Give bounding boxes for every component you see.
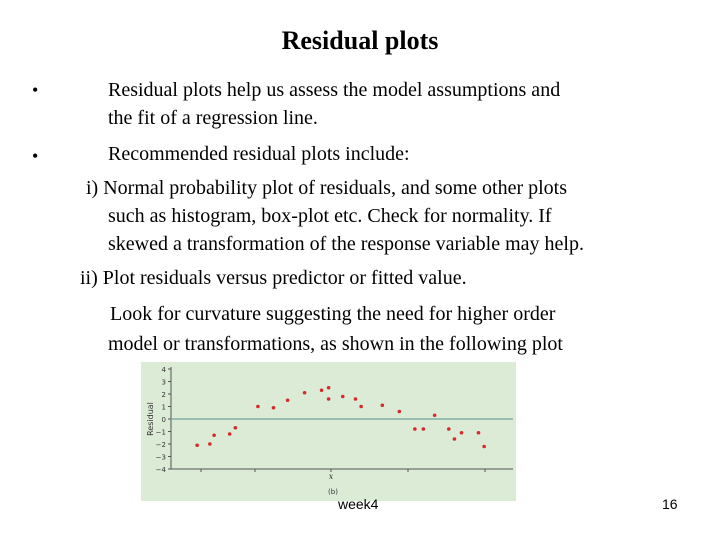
bullet-marker: •	[32, 80, 39, 100]
body-line: ii) Plot residuals versus predictor or f…	[80, 267, 467, 289]
data-point	[380, 403, 385, 408]
data-point	[482, 444, 486, 449]
body-line: such as histogram, box-plot etc. Check f…	[108, 205, 552, 227]
slide-title: Residual plots	[281, 26, 439, 55]
residual-scatter-plot: 4 3 2 1 0 −1 −2 −3 −4 Residual x (b)	[146, 366, 513, 496]
data-point	[476, 430, 481, 435]
data-point	[459, 430, 464, 435]
data-point	[452, 437, 457, 441]
data-point	[208, 442, 212, 446]
body-line: model or transformations, as shown in th…	[108, 333, 563, 355]
data-point	[397, 409, 402, 414]
data-point	[326, 385, 331, 390]
data-point	[432, 413, 437, 418]
data-point	[271, 405, 276, 410]
body-line: Residual plots help us assess the model …	[108, 79, 561, 101]
residual-plot-figure: 4 3 2 1 0 −1 −2 −3 −4 Residual x (b)	[141, 362, 516, 501]
data-point	[302, 390, 307, 395]
y-axis-label: Residual	[146, 402, 155, 436]
y-tick-label: 2	[162, 391, 166, 399]
page-number: 16	[662, 496, 678, 512]
y-tick-label: −3	[156, 454, 166, 462]
body-line: i) Normal probability plot of residuals,…	[86, 177, 568, 199]
data-point	[233, 425, 238, 430]
data-point	[413, 427, 417, 431]
x-axis-label: x	[329, 472, 334, 481]
data-point	[340, 394, 345, 399]
body-line: Look for curvature suggesting the need f…	[110, 303, 556, 325]
data-point	[359, 404, 363, 409]
data-point	[446, 427, 451, 431]
y-tick-label: −4	[156, 466, 167, 474]
data-point	[319, 388, 324, 393]
data-point	[353, 397, 358, 401]
body-line: Recommended residual plots include:	[108, 143, 410, 165]
body-line: the fit of a regression line.	[108, 107, 318, 129]
data-point	[256, 404, 260, 409]
data-point	[227, 432, 232, 436]
body-line: skewed a transformation of the response …	[108, 233, 584, 255]
y-tick-label: 0	[162, 416, 166, 424]
y-tick-label: 3	[162, 379, 166, 387]
y-tick-label: 1	[162, 404, 166, 412]
data-point	[195, 443, 199, 448]
y-tick-label: 4	[162, 366, 167, 374]
data-point	[421, 427, 426, 431]
bullet-marker: •	[32, 146, 39, 166]
data-point	[285, 398, 290, 403]
y-tick-label: −1	[156, 429, 166, 437]
data-point	[326, 397, 331, 401]
footer-label: week4	[338, 496, 379, 512]
data-point	[212, 433, 216, 438]
y-tick-label: −2	[156, 441, 166, 449]
panel-label: (b)	[328, 488, 338, 496]
